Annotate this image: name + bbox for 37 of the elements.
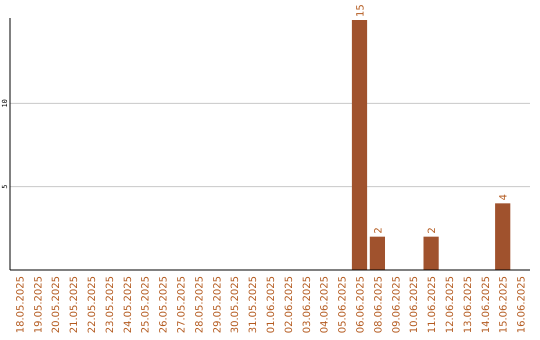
x-tick-label: 06.06.2025: [356, 276, 366, 334]
x-tick-label: 13.06.2025: [462, 276, 474, 334]
x-tick-label: 02.06.2025: [284, 276, 295, 334]
data-label: 4: [498, 194, 510, 200]
x-tick-label: 27.05.2025: [176, 276, 188, 334]
x-tick-label: 26.05.2025: [158, 276, 170, 334]
x-tick-label: 23.05.2025: [104, 276, 116, 334]
x-tick-label: 10.06.2025: [409, 276, 420, 334]
data-label: 2: [373, 227, 384, 234]
x-tick-label: 24.05.2025: [122, 276, 134, 334]
x-tick-label: 03.06.2025: [302, 276, 313, 334]
bar: [495, 203, 510, 270]
bar: [370, 236, 386, 270]
x-tick-label: 30.05.2025: [230, 276, 242, 334]
data-label: 15: [356, 4, 366, 17]
x-tick-label: 31.05.2025: [248, 276, 260, 334]
x-tick-label: 04.06.2025: [320, 276, 331, 334]
x-tick-label: 29.05.2025: [212, 276, 224, 334]
x-tick-label: 18.05.2025: [15, 276, 26, 334]
x-tick-label: 05.06.2025: [338, 276, 349, 334]
x-tick-label: 12.06.2025: [445, 276, 456, 334]
x-tick-label: 14.06.2025: [480, 276, 492, 334]
x-tick-label: 01.06.2025: [266, 276, 277, 334]
x-tick-label: 15.06.2025: [498, 276, 510, 334]
x-tick-label: 08.06.2025: [373, 276, 384, 334]
x-tick-label: 16.06.2025: [516, 276, 528, 334]
bar: [352, 20, 368, 270]
bar: [423, 236, 439, 270]
x-tick-label: 09.06.2025: [391, 276, 402, 334]
x-tick-label: 19.05.2025: [33, 276, 44, 334]
data-label: 2: [427, 227, 438, 234]
x-tick-label: 21.05.2025: [69, 276, 80, 334]
x-tick-label: 28.05.2025: [194, 276, 206, 334]
x-tick-label: 22.05.2025: [87, 276, 98, 334]
x-tick-label: 20.05.2025: [51, 276, 62, 334]
x-tick-label: 11.06.2025: [427, 276, 438, 334]
x-tick-label: 25.05.2025: [140, 276, 152, 334]
